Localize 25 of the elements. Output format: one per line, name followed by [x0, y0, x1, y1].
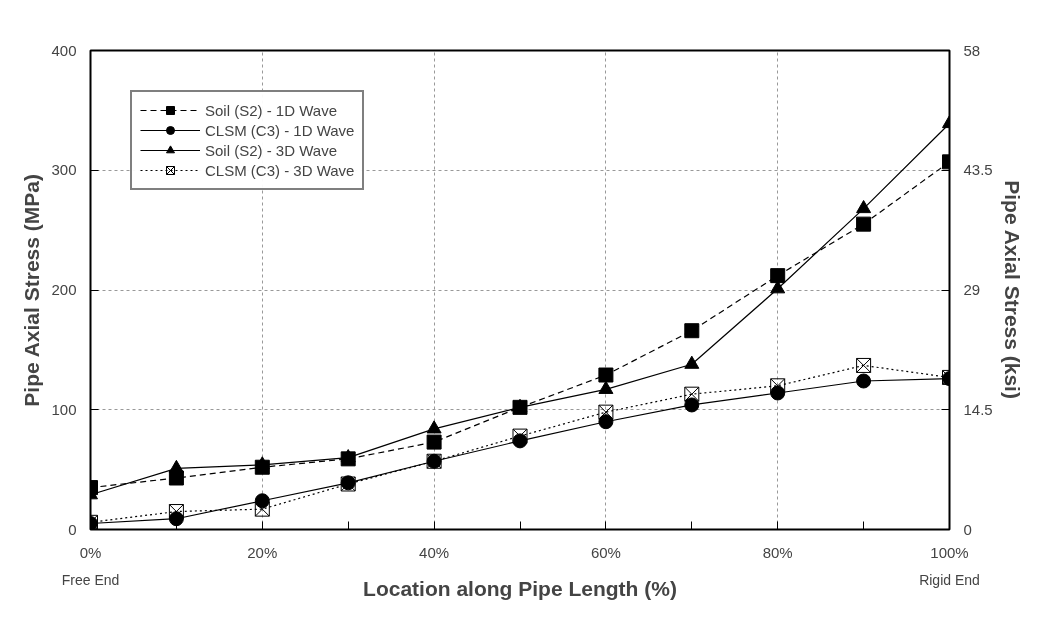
y-axis-title: Pipe Axial Stress (MPa) — [20, 174, 44, 407]
legend-label: Soil (S2) - 3D Wave — [205, 141, 337, 159]
legend-label: CLSM (C3) - 1D Wave — [205, 121, 355, 139]
text: Free End — [61, 571, 120, 588]
x-tick-label: 20% — [247, 543, 278, 561]
legend-label: Soil (S2) - 1D Wave — [205, 101, 337, 119]
text: Rigid End — [919, 571, 980, 588]
x-tick-label: 80% — [762, 543, 793, 561]
y-tick-label: 100 — [51, 400, 77, 418]
x-tick-label: 100% — [930, 543, 969, 561]
y2-tick-label: 29 — [963, 281, 981, 298]
y-tick-label: 300 — [51, 161, 77, 179]
x-tick-label: 0% — [79, 543, 102, 561]
legend-label: CLSM (C3) - 3D Wave — [205, 161, 355, 179]
y-tick-label: 200 — [51, 281, 77, 298]
y2-tick-label: 58 — [963, 41, 981, 59]
y-tick-label: 400 — [51, 41, 77, 59]
y-tick-label: 0 — [68, 520, 77, 538]
x-tick-label: 40% — [419, 543, 450, 561]
y2-axis-title: Pipe Axial Stress (ksi) — [1000, 180, 1024, 399]
y2-tick-label: 14.5 — [963, 400, 993, 418]
y2-tick-label: 43.5 — [963, 161, 993, 179]
x-axis-title: Location along Pipe Length (%) — [363, 576, 677, 600]
y2-tick-label: 0 — [963, 520, 972, 538]
x-tick-label: 60% — [590, 543, 621, 561]
